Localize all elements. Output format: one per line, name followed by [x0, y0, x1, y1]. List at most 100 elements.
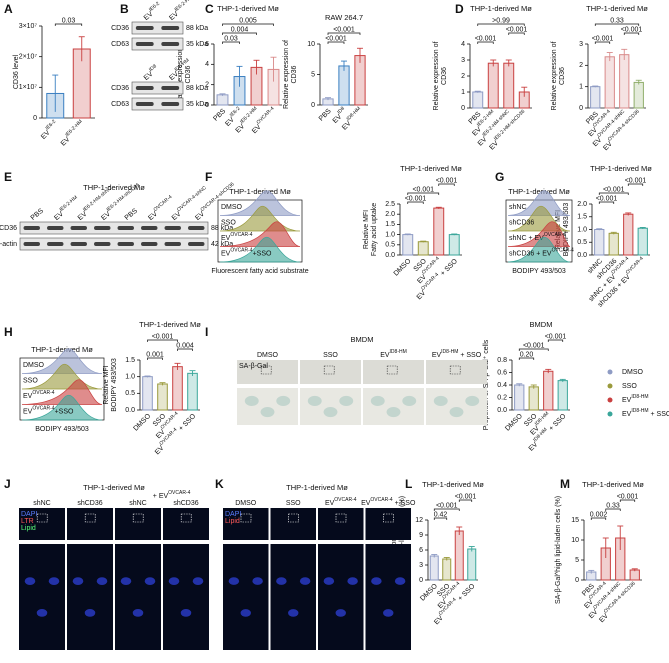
y-tick-label: 0 [419, 577, 423, 584]
p-value: <0.001 [617, 493, 639, 500]
curve-label: SSO [23, 377, 38, 384]
column-label-part: ID8-HM [441, 349, 458, 355]
p-value: <0.001 [405, 195, 427, 202]
y-axis-label: Relative MFI [363, 210, 370, 249]
x-tick-label-part: IE6-2-HM [65, 119, 84, 138]
x-tick-label-part: EV [529, 425, 541, 437]
x-tick-label-part: EV [40, 129, 52, 141]
curve-label: EVOVCAR-4+SSO [23, 406, 74, 416]
sig-bracket [518, 357, 535, 360]
panel-letter: F [205, 170, 212, 184]
column-label: shNC [129, 500, 147, 507]
row-label: CD63 [111, 101, 129, 108]
micrograph-zoom [318, 544, 364, 650]
sig-bracket [477, 41, 494, 44]
zoom-box [180, 513, 192, 523]
lane-label-part: EV [168, 10, 180, 22]
histogram-curve [21, 379, 103, 405]
p-value: 0.03 [224, 35, 238, 42]
y-tick-label: 2 [205, 82, 209, 89]
y-tick-label: 1.0 [577, 226, 587, 233]
histogram-curve [507, 236, 571, 263]
x-tick-label: EVID8 [330, 106, 349, 125]
micrograph-zoom [163, 544, 209, 650]
x-tick-label-part: EV [416, 273, 428, 285]
blot-strip [131, 81, 184, 95]
column-label-part: OVCAR-4 [370, 497, 392, 503]
channel-label: LTR [21, 518, 34, 525]
y-tick-label: 2 [461, 73, 465, 80]
curve-label-part: OVCAR-4 [32, 390, 54, 396]
y-tick-label: 5 [311, 71, 315, 78]
column-label: EVID8-HM + SSO [432, 349, 482, 359]
y-tick-label: 15 [571, 517, 579, 524]
p-value: 0.03 [62, 17, 76, 24]
y-axis-label: CD36 level [13, 54, 20, 89]
cell [383, 609, 394, 617]
lane-label-part: IE6-2 [148, 1, 161, 13]
y-tick-label: 0 [461, 105, 465, 112]
p-value: 0.005 [239, 17, 257, 24]
blot-band [164, 226, 181, 230]
blot-strip [19, 221, 209, 235]
histogram-curve [219, 190, 301, 216]
x-tick-label-part: EV [332, 113, 344, 125]
sig-bracket [177, 348, 193, 351]
curve-label-part: OVCAR-4 [32, 406, 54, 412]
x-tick-label: DMSO [504, 412, 524, 432]
micrograph-zoom [426, 388, 487, 425]
cell [228, 577, 240, 585]
chart-title: THP-1-derived Mø [586, 4, 648, 13]
zoom-box [386, 365, 398, 375]
size-label: 35 kDa [186, 41, 208, 48]
bar [429, 555, 439, 581]
curve-label-part: shCD36 + EV [509, 250, 552, 257]
bar-chart: THP-1-derived Mø Relative expression of CD… [177, 4, 282, 135]
sig-bracket [518, 348, 549, 351]
y-tick-label: 3 [419, 562, 423, 569]
blot-strip [19, 237, 209, 251]
y-tick-label: 2.0 [577, 201, 587, 208]
cell [299, 577, 311, 585]
sig-bracket [327, 41, 345, 44]
bar [604, 56, 615, 109]
bar [467, 548, 477, 581]
bar [608, 232, 619, 256]
cell [323, 577, 335, 585]
column-label-part: EV [380, 352, 390, 359]
bar-chart: CD36 level01×10⁷2×10⁷3×10⁷EVIE6-2EVIE6-2… [13, 17, 95, 147]
blot-band [117, 242, 134, 246]
curve-label: DMSO [23, 362, 45, 369]
y-tick-label: 3 [461, 57, 465, 64]
channel-label: DAPI [21, 511, 37, 518]
y-tick-label: 1.0 [125, 374, 135, 381]
panel-letter: C [205, 2, 214, 16]
x-tick-label-part: EV [592, 136, 604, 148]
cell [288, 609, 299, 617]
cell [120, 577, 132, 585]
cell [335, 609, 346, 617]
row-label: CD36 [111, 25, 129, 32]
y-tick-label: 0.0 [497, 407, 507, 414]
legend-label: SSO [622, 383, 637, 390]
sig-bracket [458, 499, 473, 502]
sig-bracket [619, 499, 636, 502]
p-value: 0.004 [176, 342, 194, 349]
blot-band [70, 226, 87, 230]
y-tick-label: 0 [311, 102, 315, 109]
y-axis-label: CD36 [559, 67, 566, 85]
y-tick-label: 0.6 [497, 369, 507, 376]
y-tick-label: 0 [579, 105, 583, 112]
zoom-box [323, 365, 335, 375]
p-value: <0.001 [625, 177, 647, 184]
blot-band [94, 226, 111, 230]
lane-label: EVIE6-2-HM [167, 0, 197, 22]
x-tick-label-part: EV [154, 444, 166, 456]
blot-band [161, 26, 180, 30]
micrograph [115, 508, 161, 540]
y-tick-label: 4 [205, 61, 209, 68]
y-axis-label: Relative expression of [177, 40, 184, 109]
cell [276, 395, 291, 406]
cell [144, 577, 156, 585]
